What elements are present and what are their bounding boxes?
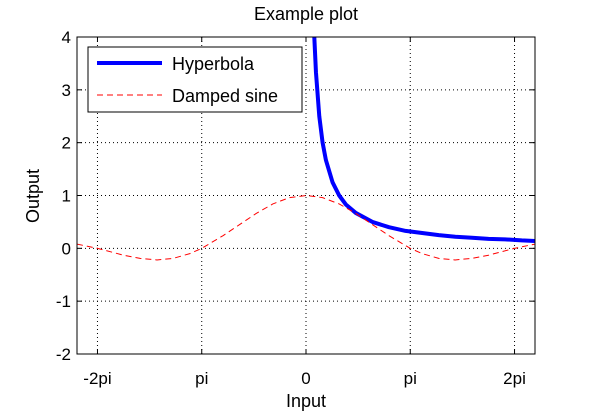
y-axis-label: Output (23, 169, 43, 223)
x-tick-label: -2pi (83, 369, 111, 388)
legend-label-damped-sine: Damped sine (172, 86, 278, 106)
y-tick-labels: -2 -1 0 1 2 3 4 (56, 28, 71, 364)
y-tick-label: 2 (62, 134, 71, 153)
y-tick-label: 4 (62, 28, 71, 47)
x-axis-label: Input (286, 391, 326, 411)
y-tick-label: 3 (62, 81, 71, 100)
y-tick-label: 0 (62, 239, 71, 258)
x-tick-label: pi (404, 369, 417, 388)
tick-marks (77, 36, 535, 355)
legend-box (87, 46, 303, 113)
series-line-hyperbola (312, 37, 535, 243)
x-tick-label: 2pi (503, 369, 526, 388)
legend: Hyperbola Damped sine (87, 46, 303, 113)
y-tick-label: 1 (62, 187, 71, 206)
x-tick-label: 0 (301, 369, 310, 388)
series-layer (77, 37, 535, 261)
y-tick-label: -1 (56, 292, 71, 311)
x-tick-labels: -2pi pi 0 pi 2pi (83, 369, 526, 388)
x-tick-label: pi (195, 369, 208, 388)
y-tick-label: -2 (56, 345, 71, 364)
legend-label-hyperbola: Hyperbola (172, 54, 255, 74)
chart-title: Example plot (254, 4, 358, 24)
